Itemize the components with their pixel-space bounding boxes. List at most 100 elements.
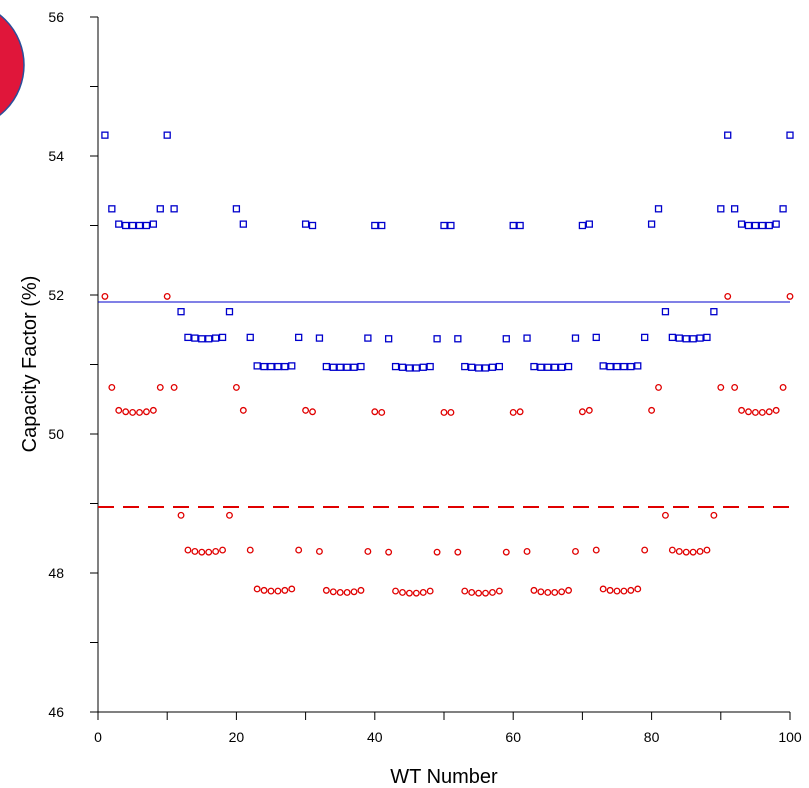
square-point	[751, 221, 760, 230]
circle-point	[447, 409, 455, 416]
y-tick-label: 48	[48, 565, 64, 581]
square-point	[253, 362, 261, 370]
square-point	[308, 221, 317, 230]
circle-point	[302, 406, 310, 414]
circle-point	[378, 409, 386, 416]
x-tick-label: 40	[367, 729, 383, 745]
circle-point	[634, 585, 642, 593]
square-point	[523, 334, 531, 342]
square-point	[343, 363, 351, 371]
square-point	[454, 335, 462, 343]
square-point	[170, 205, 178, 213]
circle-point	[142, 408, 150, 416]
axes: 46 48 50 52 54 56 0 20 40 60 80 100	[48, 9, 801, 745]
circle-point	[177, 511, 185, 519]
square-point	[530, 362, 538, 371]
x-tick-label: 0	[94, 729, 102, 745]
circle-point	[281, 586, 289, 594]
square-point	[488, 363, 497, 371]
square-point	[246, 333, 254, 342]
circle-point	[745, 408, 752, 416]
y-tick-label: 52	[48, 287, 64, 303]
circle-point	[170, 383, 178, 391]
x-tick-label: 80	[644, 729, 660, 745]
square-point	[295, 333, 303, 342]
square-point	[758, 221, 766, 230]
square-point	[668, 333, 677, 342]
circle-point	[558, 588, 566, 596]
x-axis-label: WT Number	[390, 766, 498, 788]
circle-point	[419, 589, 427, 596]
circle-point	[537, 588, 545, 596]
square-point	[578, 221, 587, 230]
circle-point	[523, 548, 531, 555]
square-point	[198, 335, 206, 343]
y-axis-label: Capacity Factor (%)	[19, 276, 41, 453]
square-point	[606, 362, 614, 371]
circle-point	[648, 406, 656, 414]
circle-point	[751, 409, 759, 416]
square-point	[474, 364, 483, 372]
circle-point	[392, 587, 400, 595]
circle-point	[136, 409, 143, 416]
square-point	[779, 205, 787, 213]
square-point	[405, 364, 414, 372]
circle-point	[184, 546, 192, 554]
square-point	[710, 308, 718, 316]
circle-point	[454, 548, 462, 556]
square-point	[585, 220, 593, 228]
circle-point	[232, 383, 240, 391]
circle-point	[717, 383, 725, 391]
square-point	[641, 333, 649, 342]
circle-point	[599, 585, 607, 593]
circle-point	[274, 587, 282, 595]
circle-point	[239, 406, 247, 414]
x-tick-label: 100	[778, 729, 802, 745]
square-point	[537, 363, 545, 371]
circle-point	[288, 585, 296, 593]
circle-point	[122, 408, 130, 416]
circle-point	[129, 409, 137, 416]
square-point	[301, 220, 310, 228]
square-point	[412, 364, 420, 372]
square-point	[737, 220, 746, 228]
x-tick-label: 60	[505, 729, 521, 745]
square-point	[689, 335, 697, 343]
circle-point	[488, 589, 496, 596]
circle-point	[212, 548, 220, 555]
circle-point	[544, 589, 552, 596]
circle-point	[578, 408, 586, 416]
y-ticks: 46 48 50 52 54 56	[48, 9, 98, 720]
circle-point	[516, 408, 524, 416]
circle-point	[191, 548, 199, 555]
circle-point	[606, 586, 614, 594]
circle-point	[772, 406, 780, 414]
square-point	[620, 362, 628, 371]
circle-point	[108, 383, 116, 391]
square-point	[419, 363, 427, 371]
square-point	[149, 220, 158, 228]
square-point	[322, 362, 331, 371]
circle-point	[696, 548, 704, 555]
circle-point	[350, 588, 358, 596]
y-tick-label: 56	[48, 9, 64, 25]
square-point	[211, 334, 220, 342]
circle-point	[343, 589, 351, 596]
square-point	[724, 131, 732, 139]
circle-point	[703, 546, 711, 554]
square-point	[391, 362, 400, 371]
square-point	[384, 335, 393, 343]
circle-point	[613, 587, 621, 595]
circle-point	[226, 511, 233, 519]
circle-point	[627, 586, 635, 594]
square-point	[225, 308, 234, 316]
square-point	[516, 221, 524, 230]
square-point	[557, 363, 566, 371]
square-point	[433, 335, 441, 343]
circle-point	[336, 589, 344, 596]
circle-point	[322, 586, 330, 594]
circle-point	[689, 548, 697, 556]
square-point	[495, 362, 504, 371]
square-point	[703, 333, 711, 342]
square-point	[468, 363, 476, 371]
